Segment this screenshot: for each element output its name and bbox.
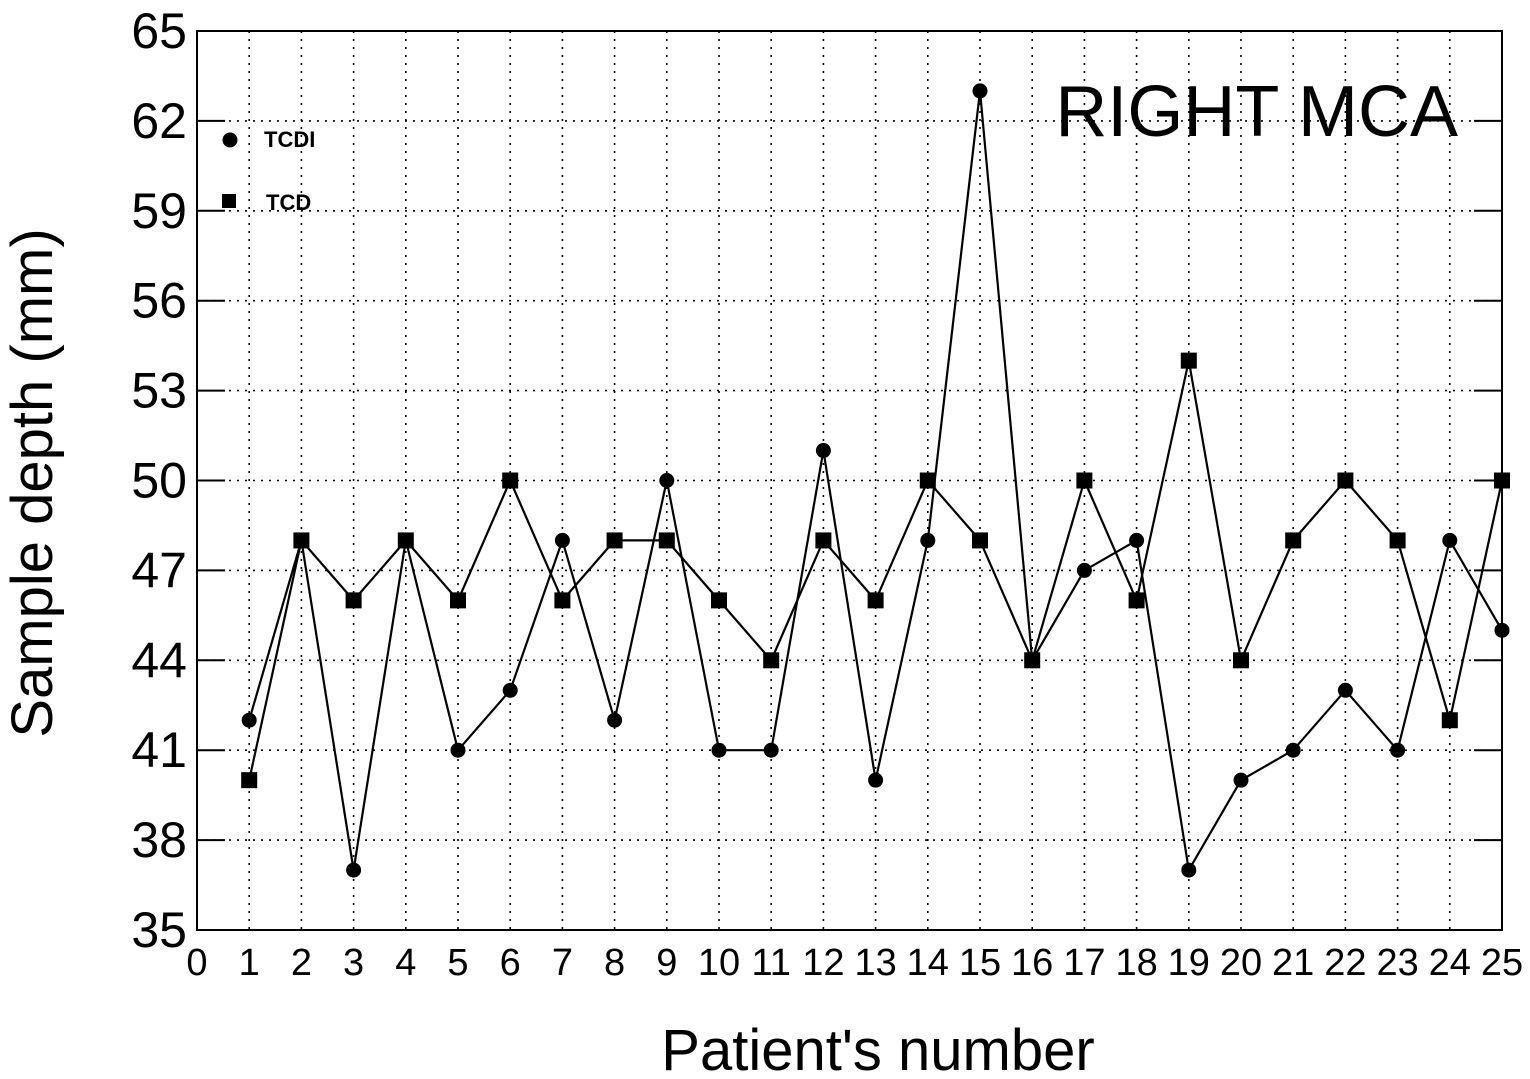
- tick-label-x: 4: [395, 942, 416, 984]
- point-tcd: [450, 592, 466, 609]
- point-tcdi: [763, 742, 779, 758]
- point-tcdi: [554, 532, 570, 548]
- tick-label-y: 53: [131, 363, 187, 419]
- tick-label-y: 65: [131, 3, 187, 59]
- point-tcdi: [868, 772, 884, 788]
- tick-label-x: 0: [186, 942, 207, 984]
- point-tcdi: [1337, 682, 1353, 698]
- point-tcdi: [450, 742, 466, 758]
- point-tcd: [241, 772, 258, 789]
- plot-frame: [196, 30, 1503, 931]
- tick-label-y: 50: [131, 453, 187, 509]
- point-tcdi: [346, 862, 362, 878]
- point-tcd: [397, 532, 414, 549]
- point-tcd: [1285, 532, 1302, 549]
- tick-label-y: 44: [131, 632, 187, 688]
- tick-label-x: 17: [1063, 942, 1105, 984]
- tick-label-x: 25: [1481, 942, 1523, 984]
- tick-label-y: 35: [131, 902, 187, 958]
- point-tcd: [867, 592, 884, 609]
- tick-label-x: 2: [291, 942, 312, 984]
- point-tcdi: [1285, 742, 1301, 758]
- tick-label-x: 6: [500, 942, 521, 984]
- tick-label-x: 8: [604, 942, 625, 984]
- point-tcd: [1389, 532, 1406, 549]
- point-tcdi: [1076, 562, 1092, 578]
- tick-label-y: 62: [131, 93, 187, 149]
- tick-label-x: 22: [1324, 942, 1366, 984]
- tick-label-x: 20: [1220, 942, 1262, 984]
- grid: [197, 31, 1502, 930]
- tick-label-x: 1: [239, 942, 260, 984]
- legend-marker-tcdi: [222, 132, 238, 148]
- tick-label-x: 14: [907, 942, 949, 984]
- x-axis-label: Patient's number: [661, 1018, 1094, 1079]
- point-tcd: [1024, 652, 1041, 669]
- tick-label-x: 18: [1115, 942, 1157, 984]
- tick-label-x: 21: [1272, 942, 1314, 984]
- point-tcd: [919, 472, 936, 489]
- point-tcdi: [1129, 532, 1145, 548]
- point-tcd: [658, 532, 675, 549]
- tick-label-x: 9: [656, 942, 677, 984]
- tick-label-x: 23: [1376, 942, 1418, 984]
- tick-label-x: 11: [751, 942, 790, 984]
- point-tcd: [711, 592, 727, 609]
- point-tcdi: [241, 712, 257, 728]
- y-axis-label: Sample depth (mm): [0, 228, 65, 737]
- tick-label-y: 41: [131, 722, 187, 778]
- x-ticks: 0 1 2 3 4 5 6 7 8 9 10 11 12 13 14 15 16 17 18 19 20 21 22 23 24…: [186, 942, 1523, 984]
- legend-label-tcdi: TCDI: [264, 127, 315, 152]
- point-tcd: [554, 592, 571, 609]
- point-tcdi: [607, 712, 623, 728]
- point-tcdi: [502, 682, 518, 698]
- tick-label-x: 3: [343, 942, 364, 984]
- tick-label-y: 47: [131, 542, 187, 598]
- legend-label-tcd: TCD: [266, 190, 311, 215]
- point-tcdi: [972, 83, 988, 99]
- chart-title: RIGHT MCA: [1055, 72, 1458, 152]
- y-ticks: 35 38 41 44 47 50 53 56 59 62 65: [131, 3, 1502, 958]
- point-tcdi: [1181, 862, 1197, 878]
- legend-marker-tcd: [222, 194, 236, 208]
- tick-label-x: 16: [1011, 942, 1053, 984]
- tick-label-x: 7: [552, 942, 573, 984]
- point-tcd: [1180, 352, 1197, 369]
- point-tcdi: [1494, 622, 1510, 638]
- point-tcdi: [711, 742, 727, 758]
- tick-label-x: 5: [447, 942, 468, 984]
- point-tcd: [815, 532, 832, 549]
- tick-label-x: 12: [802, 942, 844, 984]
- point-tcd: [1128, 592, 1145, 609]
- point-tcd: [1076, 472, 1093, 489]
- point-tcd: [345, 592, 362, 609]
- point-tcd: [606, 532, 623, 549]
- tick-label-x: 19: [1168, 942, 1210, 984]
- point-tcdi: [815, 443, 831, 459]
- tick-label-x: 13: [854, 942, 896, 984]
- point-tcd: [1337, 472, 1354, 489]
- tick-label-y: 56: [131, 273, 187, 329]
- point-tcd: [293, 532, 310, 549]
- point-tcd: [1494, 472, 1510, 489]
- point-tcd: [1233, 652, 1249, 669]
- point-tcdi: [920, 532, 936, 548]
- legend: TCDI TCD: [222, 127, 315, 215]
- tick-label-y: 38: [131, 812, 187, 868]
- point-tcdi: [659, 473, 675, 488]
- series-layer: [241, 83, 1510, 878]
- point-tcd: [1441, 712, 1458, 729]
- point-tcd: [972, 532, 988, 549]
- tick-label-x: 15: [959, 942, 1001, 984]
- point-tcdi: [1390, 742, 1406, 758]
- tick-label-x: 24: [1429, 942, 1471, 984]
- point-tcd: [763, 652, 780, 669]
- tick-label-y: 59: [131, 183, 187, 239]
- tick-label-x: 10: [698, 942, 740, 984]
- point-tcdi: [1233, 772, 1249, 788]
- point-tcdi: [1442, 532, 1458, 548]
- point-tcd: [502, 472, 519, 489]
